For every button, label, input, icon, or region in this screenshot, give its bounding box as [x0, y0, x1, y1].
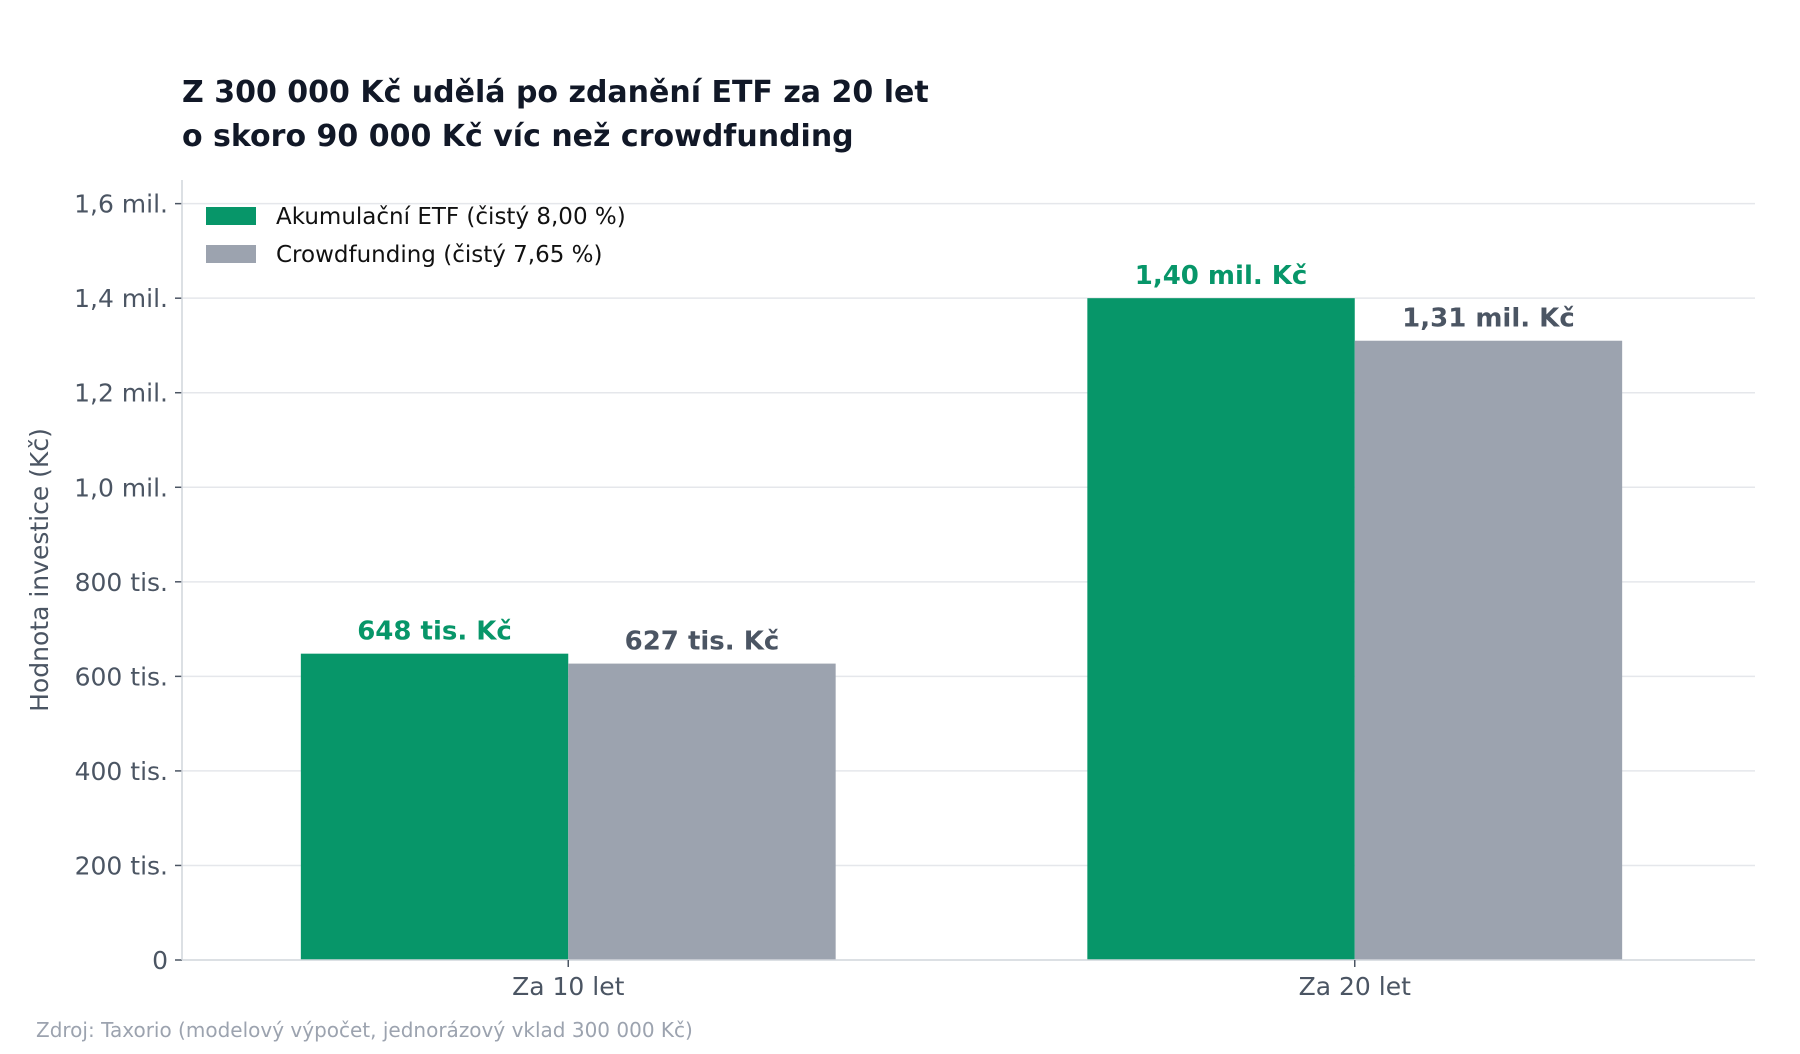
- source-note: Zdroj: Taxorio (modelový výpočet, jednor…: [36, 1018, 693, 1042]
- data-label: 627 tis. Kč: [625, 627, 780, 657]
- x-tick-label: Za 20 let: [1299, 972, 1411, 1001]
- bars-layer: [300, 298, 1623, 960]
- data-label: 648 tis. Kč: [357, 617, 512, 647]
- data-label: 1,40 mil. Kč: [1135, 261, 1308, 291]
- y-tick-label: 1,0 mil.: [74, 473, 168, 502]
- bar-etf-0: [300, 653, 569, 960]
- legend: Akumulační ETF (čistý 8,00 %) Crowdfundi…: [206, 204, 626, 268]
- labels-layer: 0 200 tis. 400 tis. 600 tis. 800 tis. 1,0 mil…: [74, 190, 1575, 1001]
- axes-layer: [175, 180, 1755, 967]
- legend-label-crowdfunding: Crowdfunding (čistý 7,65 %): [276, 242, 603, 268]
- y-tick-label: 800 tis.: [75, 568, 168, 597]
- data-label: 1,31 mil. Kč: [1402, 304, 1575, 334]
- y-tick-label: 1,6 mil.: [74, 190, 168, 219]
- y-tick-label: 1,4 mil.: [74, 284, 168, 313]
- bar-crowdfunding-0: [568, 663, 836, 960]
- legend-swatch-etf: [206, 207, 256, 225]
- x-tick-label: Za 10 let: [512, 972, 624, 1001]
- y-axis-title: Hodnota investice (Kč): [25, 428, 54, 712]
- bar-crowdfunding-1: [1354, 340, 1623, 960]
- y-tick-label: 0: [152, 946, 168, 975]
- chart-title-line-1: Z 300 000 Kč udělá po zdanění ETF za 20 …: [182, 75, 929, 110]
- legend-swatch-crowdfunding: [206, 245, 256, 263]
- bar-etf-1: [1087, 298, 1355, 960]
- chart-title-line-2: o skoro 90 000 Kč víc než crowdfunding: [182, 119, 854, 154]
- legend-label-etf: Akumulační ETF (čistý 8,00 %): [276, 204, 626, 230]
- y-tick-label: 1,2 mil.: [74, 379, 168, 408]
- y-tick-label: 600 tis.: [75, 662, 168, 691]
- y-tick-label: 200 tis.: [75, 851, 168, 880]
- y-tick-label: 400 tis.: [75, 757, 168, 786]
